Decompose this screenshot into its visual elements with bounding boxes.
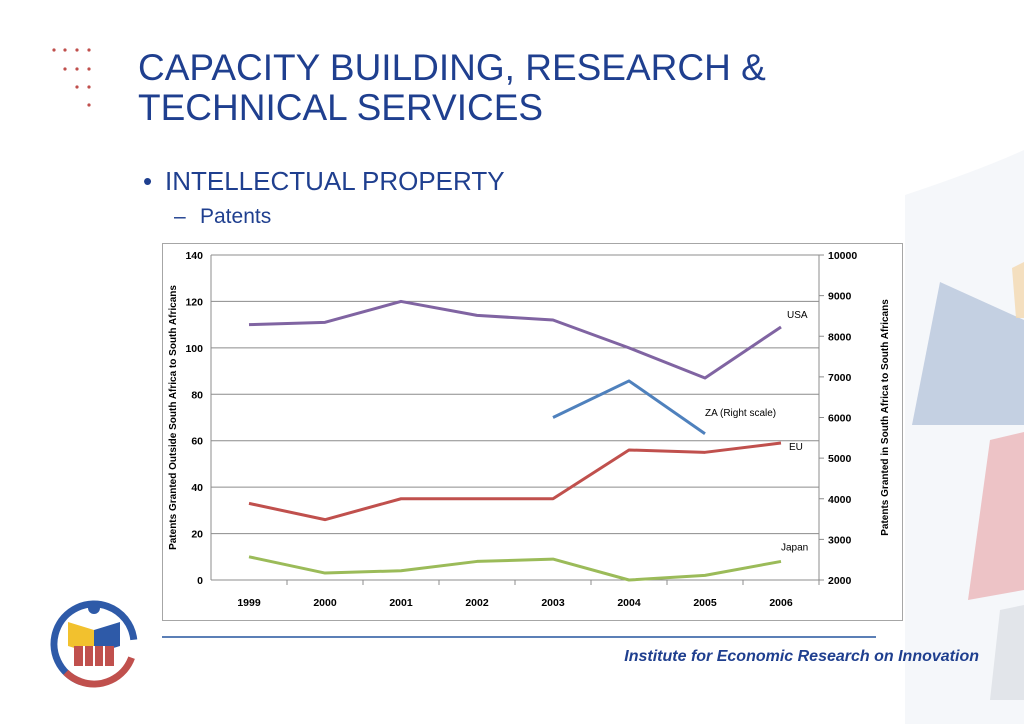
title-line-2: TECHNICAL SERVICES [138, 87, 544, 128]
y2-tick-label: 4000 [828, 494, 852, 506]
y2-axis-title: Patents Granted in South Africa to South… [880, 299, 891, 536]
x-tick-label: 1999 [237, 597, 261, 609]
y2-tick-label: 8000 [828, 331, 852, 343]
y2-tick-label: 7000 [828, 372, 852, 384]
y-tick-label: 80 [191, 389, 203, 401]
series-label-usa: USA [787, 310, 808, 321]
y2-tick-label: 3000 [828, 534, 852, 546]
dash-icon: – [174, 205, 186, 228]
y-tick-label: 60 [191, 436, 203, 448]
title-line-1: CAPACITY BUILDING, RESEARCH & [138, 47, 766, 88]
decorative-dots [52, 48, 91, 107]
slide-title: CAPACITY BUILDING, RESEARCH & TECHNICAL … [138, 48, 898, 128]
y2-tick-label: 9000 [828, 291, 852, 303]
series-label-za-right-scale: ZA (Right scale) [705, 408, 776, 419]
patents-chart: 0 20 40 60 80 100 120 140 2000 3000 4000 5000 6000 70… [168, 250, 891, 609]
y-tick-label: 120 [185, 296, 203, 308]
institute-logo [50, 600, 138, 688]
series-line-japan [248, 555, 782, 582]
x-tick-label: 2003 [541, 597, 565, 609]
series-line-za-right-scale [552, 379, 706, 435]
series-label-eu: EU [789, 442, 803, 453]
series-line-eu [248, 441, 782, 522]
x-tick-label: 2000 [313, 597, 337, 609]
x-tick-label: 2002 [465, 597, 489, 609]
y-tick-label: 0 [197, 575, 203, 587]
y2-tick-label: 6000 [828, 413, 852, 425]
bullet-icon: • [143, 166, 153, 196]
y-tick-label: 40 [191, 482, 203, 494]
y2-tick-label: 10000 [828, 250, 857, 262]
footer-institute: Institute for Economic Research on Innov… [624, 648, 979, 665]
y-tick-label: 100 [185, 343, 203, 355]
x-tick-label: 2005 [693, 597, 717, 609]
y-axis-title: Patents Granted Outside South Africa to … [168, 285, 179, 550]
series-line-usa [248, 299, 782, 380]
bullet-text: INTELLECTUAL PROPERTY [165, 166, 505, 196]
sub-bullet-text: Patents [200, 205, 272, 228]
x-tick-label: 2006 [769, 597, 793, 609]
x-tick-label: 2001 [389, 597, 413, 609]
chart-container: 0 20 40 60 80 100 120 140 2000 3000 4000 5000 6000 70… [162, 243, 903, 621]
y-tick-label: 20 [191, 529, 203, 541]
footer-divider [162, 636, 876, 638]
y2-tick-label: 5000 [828, 453, 852, 465]
x-tick-label: 2004 [617, 597, 641, 609]
series-label-japan: Japan [781, 542, 808, 553]
decorative-shapes-right [905, 150, 1024, 724]
sub-bullet-item: – Patents [174, 205, 271, 229]
y-tick-label: 140 [185, 250, 203, 262]
y2-tick-label: 2000 [828, 575, 852, 587]
bullet-item: • INTELLECTUAL PROPERTY [143, 166, 505, 197]
